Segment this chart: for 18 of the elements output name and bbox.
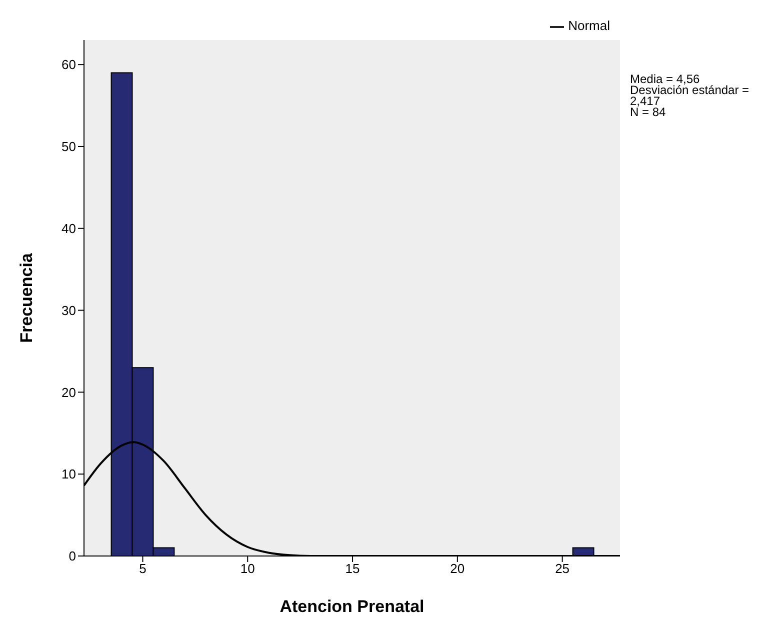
y-tick-label: 10 bbox=[62, 466, 76, 482]
y-tick-label: 20 bbox=[62, 384, 76, 400]
x-tick-label: 15 bbox=[345, 561, 360, 576]
legend-label: Normal bbox=[568, 18, 610, 33]
x-tick-label: 10 bbox=[240, 561, 255, 576]
text: Desviación estándar = 2,417 bbox=[630, 83, 750, 108]
x-tick-label: 20 bbox=[450, 561, 465, 576]
y-tick-label: 40 bbox=[62, 220, 76, 236]
y-axis-title: Frecuencia bbox=[17, 252, 36, 343]
text: Media = 4,56 bbox=[630, 72, 700, 86]
y-tick-label: 0 bbox=[68, 548, 76, 564]
x-tick-label: 25 bbox=[555, 561, 570, 576]
x-tick-label: 5 bbox=[139, 561, 146, 576]
y-tick-label: 60 bbox=[62, 57, 76, 72]
text: N = 84 bbox=[630, 105, 667, 119]
y-tick-label: 50 bbox=[62, 139, 76, 154]
y-tick-label: 30 bbox=[62, 302, 76, 318]
x-axis-title: Atencion Prenatal bbox=[280, 597, 424, 616]
